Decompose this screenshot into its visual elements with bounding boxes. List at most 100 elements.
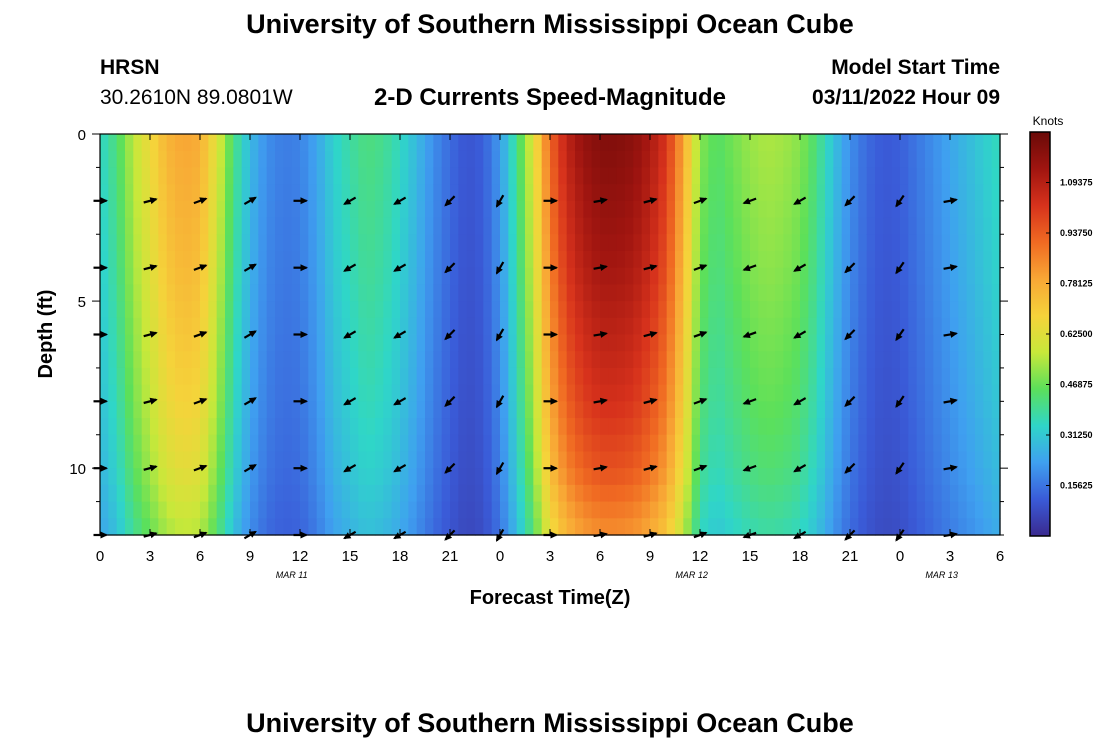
heatmap-cell [416, 484, 426, 503]
heatmap-cell [141, 384, 151, 402]
heatmap-cell [758, 401, 768, 419]
heatmap-cell [125, 384, 134, 402]
heatmap-cell [800, 234, 809, 252]
heatmap-cell [808, 167, 818, 185]
heatmap-cell [833, 501, 843, 519]
heatmap-cell [616, 484, 626, 503]
heatmap-cell [691, 434, 701, 453]
heatmap-cell [908, 401, 918, 419]
heatmap-cell [408, 484, 418, 503]
heatmap-cell [733, 284, 743, 302]
heatmap-cell [266, 351, 276, 369]
heatmap-cell [466, 384, 476, 402]
heatmap-cell [341, 367, 351, 386]
heatmap-cell [683, 401, 693, 419]
heatmap-cell [641, 334, 651, 352]
heatmap-cell [975, 217, 984, 235]
heatmap-cell [300, 351, 309, 369]
heatmap-cell [691, 250, 701, 269]
heatmap-cell [108, 167, 118, 185]
heatmap-cell [850, 401, 859, 419]
heatmap-cell [925, 150, 934, 169]
heatmap-cell [816, 468, 826, 486]
heatmap-cell [508, 200, 518, 219]
heatmap-cell [708, 234, 718, 252]
heatmap-cell [950, 250, 959, 269]
heatmap-cell [300, 434, 309, 453]
heatmap-cell [366, 150, 376, 169]
heatmap-cell [283, 234, 293, 252]
heatmap-cell [458, 284, 468, 302]
heatmap-cell [658, 434, 668, 453]
heatmap-cell [625, 184, 634, 202]
heatmap-cell [883, 267, 893, 285]
heatmap-cell [408, 234, 418, 252]
heatmap-cell [275, 150, 284, 169]
heatmap-cell [225, 501, 234, 519]
heatmap-cell [658, 518, 668, 536]
heatmap-cell [566, 501, 576, 519]
heatmap-cell [116, 401, 126, 419]
heatmap-cell [933, 334, 943, 352]
heatmap-cell [191, 267, 201, 285]
heatmap-cell [441, 484, 451, 503]
heatmap-cell [175, 401, 184, 419]
heatmap-cell [433, 518, 443, 536]
heatmap-cell [825, 468, 834, 486]
heatmap-cell [241, 167, 251, 185]
heatmap-cell [375, 234, 384, 252]
y-tick-label: 0 [78, 127, 86, 144]
heatmap-cell [391, 451, 401, 469]
heatmap-cell [466, 150, 476, 169]
heatmap-cell [491, 468, 501, 486]
heatmap-cell [766, 418, 776, 436]
heatmap-cell [750, 134, 759, 152]
heatmap-cell [141, 301, 151, 319]
heatmap-cell [250, 250, 259, 269]
heatmap-cell [516, 167, 526, 185]
heatmap-cell [191, 384, 201, 402]
heatmap-cell [125, 301, 134, 319]
heatmap-cell [516, 351, 526, 369]
heatmap-cell [233, 518, 243, 536]
heatmap-cell [783, 167, 793, 185]
heatmap-cell [533, 451, 543, 469]
heatmap-cell [700, 150, 709, 169]
heatmap-cell [666, 351, 676, 369]
heatmap-cell [325, 250, 334, 269]
heatmap-cell [300, 167, 309, 185]
heatmap-cell [158, 434, 168, 453]
heatmap-cell [241, 518, 251, 536]
heatmap-cell [791, 317, 801, 336]
current-vector [543, 197, 558, 205]
heatmap-cell [583, 217, 593, 235]
heatmap-cell [491, 401, 501, 419]
heatmap-cell [125, 317, 134, 336]
heatmap-cell [458, 351, 468, 369]
x-tick-label: 12 [692, 548, 709, 565]
heatmap-cell [450, 451, 459, 469]
heatmap-cell [558, 451, 568, 469]
heatmap-cell [916, 217, 926, 235]
heatmap-cell [283, 317, 293, 336]
current-vector [742, 264, 757, 272]
heatmap-cell [866, 401, 876, 419]
heatmap-cell [191, 434, 201, 453]
heatmap-cell [691, 301, 701, 319]
heatmap-cell [766, 134, 776, 152]
heatmap-cell [466, 284, 476, 302]
heatmap-cell [783, 384, 793, 402]
heatmap-cell [491, 167, 501, 185]
heatmap-cell [216, 468, 226, 486]
heatmap-cell [391, 334, 401, 352]
heatmap-cell [341, 184, 351, 202]
heatmap-cell [791, 301, 801, 319]
heatmap-cell [291, 317, 301, 336]
heatmap-cell [158, 367, 168, 386]
heatmap-cell [883, 501, 893, 519]
heatmap-cell [516, 451, 526, 469]
heatmap-cell [933, 518, 943, 536]
heatmap-cell [733, 301, 743, 319]
heatmap-cell [858, 501, 868, 519]
heatmap-cell [858, 267, 868, 285]
